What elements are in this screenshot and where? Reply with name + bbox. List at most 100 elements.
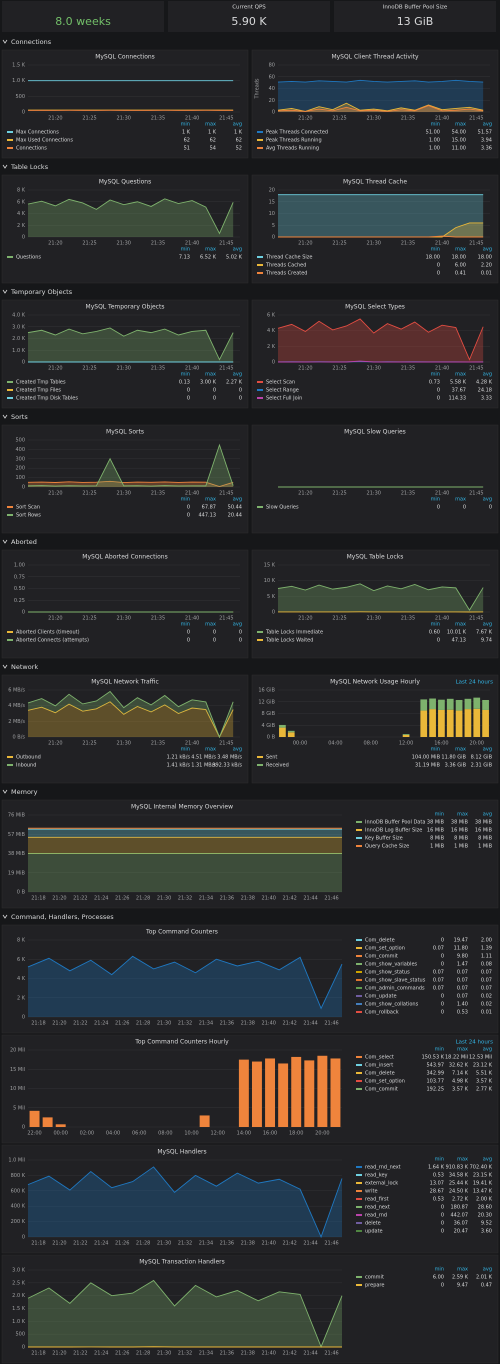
legend-value: 0 [489,505,492,511]
legend-label[interactable]: Com_set_option [365,1079,405,1085]
legend-value: 9.52 [481,1221,492,1227]
legend-label[interactable]: Sort Scan [16,505,40,511]
row-title[interactable]: Table Locks [10,163,49,171]
legend-label[interactable]: Com_show_slave_status [365,978,426,984]
legend-label[interactable]: Select Scan [266,380,295,386]
y-tick-label: 15 K [264,563,276,569]
legend-label[interactable]: external_lock [365,1181,398,1187]
legend-label[interactable]: delete [365,1221,381,1227]
legend-label[interactable]: Slow Queries [266,505,299,511]
legend-label[interactable]: Avg Threads Running [266,146,319,152]
legend-label[interactable]: InnoDB Log Buffer Size [365,828,422,834]
legend-label[interactable]: Connections [16,146,47,152]
legend-label[interactable]: Com_update [365,994,397,1000]
legend-label[interactable]: Aborted Clients (timeout) [16,630,80,636]
legend-label[interactable]: Threads Cached [265,263,306,269]
legend-label[interactable]: read_key [365,1173,388,1179]
row-title[interactable]: Connections [11,38,52,46]
legend-label[interactable]: read_rnd [365,1213,387,1219]
row-title[interactable]: Aborted [11,538,37,546]
legend-header: max [455,622,466,628]
legend-label[interactable]: Com_select [365,1055,394,1061]
x-tick-label: 21:25 [332,116,346,122]
x-tick-label: 21:46 [324,1241,338,1247]
legend-label[interactable]: Questions [16,255,41,261]
legend-label[interactable]: Peak Threads Connected [266,130,328,136]
legend-label[interactable]: Com_set_option [365,946,405,952]
legend-value: 5.02 K [226,255,243,261]
legend-label[interactable]: Created Tmp Files [16,388,61,394]
bar [455,699,463,711]
legend-label[interactable]: Peak Threads Running [266,138,322,144]
row-title[interactable]: Command, Handlers, Processes [11,913,114,921]
legend-value: 18.22 Mil [445,1055,468,1061]
legend-label[interactable]: Table Locks Immediate [265,630,323,636]
legend-label[interactable]: Created Tmp Disk Tables [16,396,78,402]
legend-label[interactable]: Inbound [16,763,36,769]
legend-label[interactable]: read_next [365,1205,390,1211]
legend-label[interactable]: Outbound [16,755,41,761]
legend-label[interactable]: Threads Created [265,271,307,277]
legend-label[interactable]: Max Used Connections [16,138,73,144]
legend-label[interactable]: Com_delete [365,1071,395,1077]
legend-value: 9.80 [457,954,468,960]
y-tick-label: 1.0 K [12,78,26,84]
stat-panel [334,1,496,32]
legend-label[interactable]: Sent [266,755,277,761]
legend-label[interactable]: Com_delete [365,938,395,944]
legend-label[interactable]: Com_show_status [365,970,410,976]
legend-value: 1.11 [481,954,492,960]
legend-label[interactable]: InnoDB Buffer Pool Data [365,820,425,826]
legend-label[interactable]: commit [365,1275,384,1281]
legend-label[interactable]: update [365,1229,383,1235]
legend-label[interactable]: Com_admin_commands [365,986,425,992]
legend-label[interactable]: Sort Rows [16,513,41,519]
y-tick-label: 2 K [17,995,26,1001]
legend-label[interactable]: read_rnd_next [365,1165,401,1171]
legend-value: 0.07 [433,946,444,952]
row-title[interactable]: Network [11,663,38,671]
row-title[interactable]: Memory [11,788,38,796]
legend-label[interactable]: Com_commit [365,954,398,960]
legend-value: 38 MiB [427,820,445,826]
y-tick-label: 2.0 K [12,1293,26,1299]
legend-label[interactable]: Com_commit [365,1087,398,1093]
legend-label[interactable]: Com_show_collations [365,1002,419,1008]
legend-label[interactable]: Key Buffer Size [365,836,403,842]
panel-title: MySQL Transaction Handlers [139,1259,225,1266]
series-line [277,105,484,112]
y-tick-label: 6 K [267,313,276,319]
x-tick-label: 21:40 [185,491,199,497]
legend-label[interactable]: Select Range [266,388,299,394]
legend-label[interactable]: Created Tmp Tables [16,380,66,386]
legend-value: 0.02 [481,994,492,1000]
legend-value: 3.60 [481,1229,492,1235]
legend-label[interactable]: Query Cache Size [365,844,409,850]
legend-header: min [181,747,190,753]
legend-label[interactable]: prepare [365,1283,384,1289]
legend-label[interactable]: Received [266,763,289,769]
legend-label[interactable]: Aborted Connects (attempts) [16,638,89,644]
legend-label[interactable]: write [365,1189,378,1195]
series-line [27,1279,343,1349]
legend-value: 0.07 [481,978,492,984]
legend-value: 52 [236,146,242,152]
panel [251,549,499,659]
legend-label[interactable]: read_first [365,1197,389,1203]
y-tick-label: 15 Mil [10,1067,25,1073]
legend-label[interactable]: Thread Cache Size [265,255,312,261]
row-title[interactable]: Sorts [11,413,28,421]
legend-label[interactable]: Com_insert [365,1063,393,1069]
legend-label[interactable]: Table Locks Waited [265,638,313,644]
legend-label[interactable]: Com_rollback [365,1010,399,1016]
area [278,222,484,237]
legend-value: 114.33 [449,396,467,402]
legend-label[interactable]: Select Full Join [266,396,302,402]
row-title[interactable]: Temporary Objects [10,288,73,296]
y-tick-label: 0 [22,1015,25,1021]
legend-label[interactable]: Max Connections [16,130,59,136]
y-tick-label: 2.5 K [12,1280,26,1286]
bar [482,709,489,737]
legend-label[interactable]: Com_show_variables [365,962,418,968]
